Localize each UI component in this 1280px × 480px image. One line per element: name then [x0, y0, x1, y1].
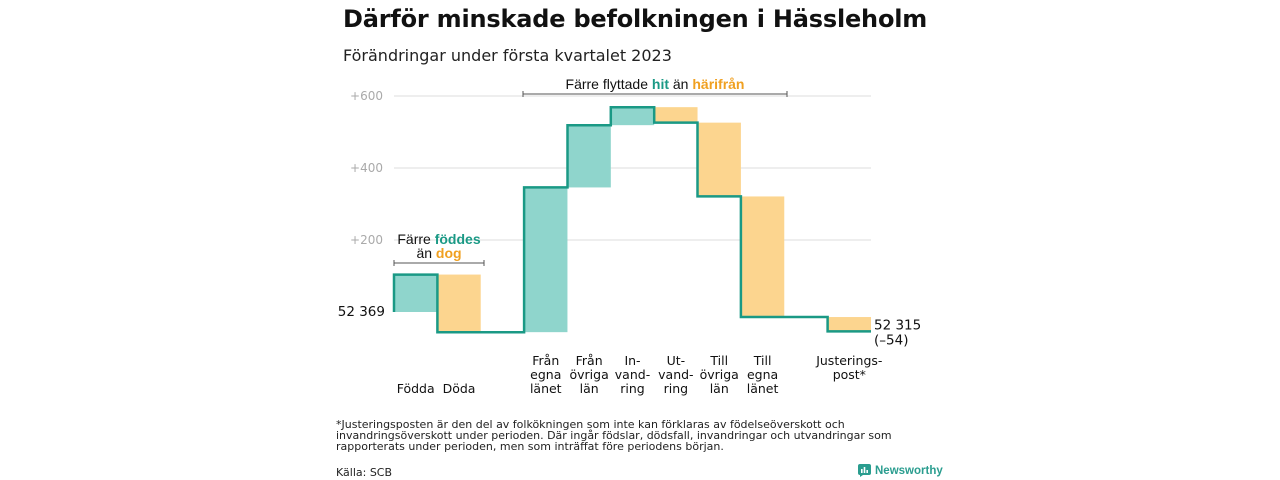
category-label-10-1: post* — [833, 367, 866, 382]
births-annotation: Färre föddes än dog — [393, 231, 485, 266]
bar-0 — [394, 274, 438, 312]
category-label-6-2: ring — [664, 381, 688, 396]
category-label-3-0: Från — [532, 353, 559, 368]
y-tick-label-2: +600 — [350, 89, 383, 103]
brand-logo: Newsworthy — [858, 464, 943, 477]
brand-name: Newsworthy — [875, 464, 943, 477]
y-tick-label-1: +400 — [350, 161, 383, 175]
category-label-5-0: In- — [624, 353, 640, 368]
migration-annotation: Färre flyttade hit än härifrån — [522, 76, 788, 97]
end-value-label: 52 315 — [874, 317, 921, 333]
running-total-line — [392, 105, 871, 334]
end-change-label: (–54) — [874, 332, 908, 348]
category-label-7-2: län — [710, 381, 729, 396]
bars — [394, 107, 871, 333]
chart-title: Därför minskade befolkningen i Hässlehol… — [343, 5, 928, 33]
gridlines — [394, 95, 871, 241]
births-annotation-line1: Färre föddes — [397, 231, 480, 247]
y-tick-label-0: +200 — [350, 233, 383, 247]
category-label-8-1: egna — [747, 367, 778, 382]
category-label-5-1: vand- — [615, 367, 650, 382]
category-label-4-2: län — [580, 381, 599, 396]
category-label-4-0: Från — [576, 353, 603, 368]
footnote: *Justeringsposten är den del av folkökni… — [336, 418, 892, 453]
bar-6 — [654, 107, 698, 123]
category-label-3-1: egna — [530, 367, 561, 382]
category-label-8-2: länet — [747, 381, 779, 396]
bar-10 — [827, 317, 871, 332]
bar-8 — [740, 196, 785, 318]
category-label-6-0: Ut- — [667, 353, 686, 368]
start-value-label: 52 369 — [338, 304, 385, 320]
category-label-1-2: Döda — [443, 381, 476, 396]
bar-1 — [437, 274, 481, 333]
bar-7 — [697, 122, 741, 197]
category-label-4-1: övriga — [570, 367, 609, 382]
newsworthy-icon — [858, 464, 871, 477]
category-label-10-0: Justerings- — [815, 353, 882, 368]
category-label-7-1: övriga — [700, 367, 739, 382]
bar-4 — [567, 125, 611, 188]
bar-5 — [610, 107, 655, 126]
category-label-8-0: Till — [753, 353, 772, 368]
category-label-7-0: Till — [709, 353, 728, 368]
category-label-6-1: vand- — [658, 367, 693, 382]
bar-3 — [524, 187, 568, 333]
category-label-5-2: ring — [620, 381, 644, 396]
source-label: Källa: SCB — [336, 466, 393, 479]
migration-annotation-text: Färre flyttade hit än härifrån — [566, 76, 745, 92]
step-line — [392, 105, 871, 334]
category-label-3-2: länet — [530, 381, 562, 396]
category-label-0-2: Födda — [397, 381, 435, 396]
chart-subtitle: Förändringar under första kvartalet 2023 — [343, 46, 672, 65]
births-annotation-line2: än dog — [416, 245, 461, 261]
